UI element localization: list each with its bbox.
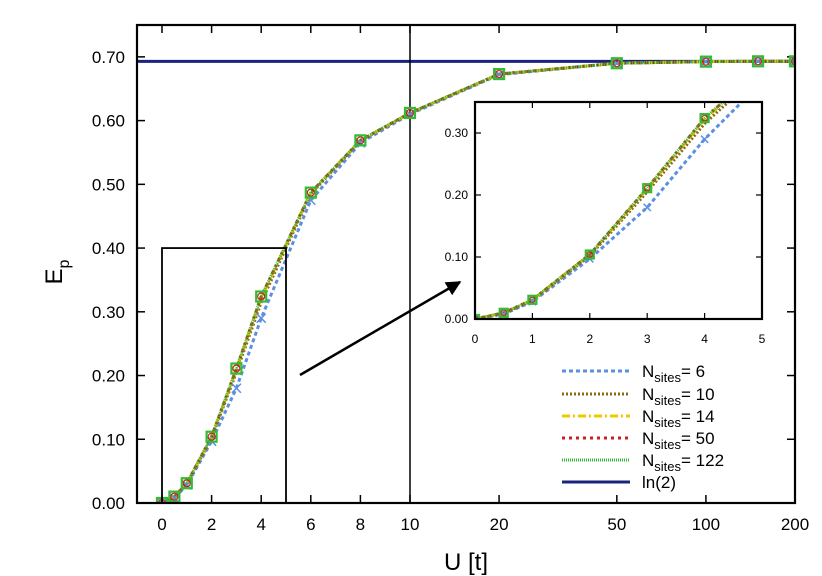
inset-y-tick-label: 0.00	[445, 312, 469, 326]
inset-series-line-0	[475, 102, 744, 319]
x-axis-title: U [t]	[444, 549, 488, 576]
data-point	[788, 55, 795, 68]
x-tick-label: 50	[607, 515, 626, 534]
inset-background	[475, 102, 762, 319]
data-point	[494, 69, 504, 79]
inset-plot-area	[475, 102, 744, 319]
data-point	[405, 108, 415, 118]
data-point	[610, 57, 623, 70]
data-point	[701, 57, 711, 66]
data-point	[612, 59, 621, 68]
data-point	[356, 136, 365, 145]
data-point	[700, 56, 711, 67]
data-point	[498, 307, 509, 318]
main-plot-frame	[135, 23, 797, 505]
inset-frame	[473, 100, 764, 321]
data-point	[354, 134, 367, 147]
data-point	[168, 490, 181, 503]
data-point	[170, 492, 179, 501]
data-point	[231, 383, 242, 394]
y-axis-title: Ep	[41, 259, 73, 284]
x-tick-label: 200	[781, 515, 809, 534]
inset-y-tick-label: 0.30	[445, 126, 469, 140]
data-point	[230, 362, 243, 375]
inset-x-tick-label: 5	[759, 332, 766, 346]
data-point	[789, 56, 795, 67]
data-point	[492, 67, 506, 81]
x-tick-label: 100	[692, 515, 720, 534]
data-point	[304, 186, 317, 199]
data-point	[753, 57, 763, 66]
y-tick-label: 0.60	[92, 112, 125, 131]
y-tick-label: 0.50	[92, 175, 125, 194]
data-point	[751, 55, 765, 68]
data-point	[529, 296, 536, 304]
data-point	[256, 313, 267, 324]
data-point	[156, 497, 168, 503]
x-tick-label: 6	[306, 515, 315, 534]
inset-y-tick-label: 0.10	[445, 250, 469, 264]
y-tick-label: 0.40	[92, 239, 125, 258]
legend-label-1: Nsites= 10	[642, 385, 715, 408]
data-point	[643, 203, 652, 212]
data-point	[500, 309, 508, 317]
y-tick-label: 0.30	[92, 303, 125, 322]
inset-y-tick-label: 0.20	[445, 188, 469, 202]
data-point	[403, 106, 417, 120]
legend-label-3: Nsites= 50	[642, 429, 715, 452]
data-point	[257, 292, 266, 301]
data-point	[752, 56, 764, 67]
data-point	[700, 135, 709, 144]
main-plot-area	[137, 25, 795, 503]
main-series-line-0	[161, 59, 795, 503]
zoom-region-box	[161, 247, 287, 503]
data-point	[643, 184, 651, 192]
legend-label-4: Nsites= 122	[642, 451, 724, 474]
x-tick-label: 4	[256, 515, 265, 534]
data-point	[642, 183, 653, 194]
data-point	[790, 57, 795, 66]
x-tick-label: 10	[401, 515, 420, 534]
data-point	[205, 430, 218, 443]
legend-label-0: Nsites= 6	[642, 362, 705, 385]
data-point	[207, 432, 216, 441]
y-tick-label: 0.20	[92, 367, 125, 386]
x-tick-label: 0	[157, 515, 166, 534]
data-point	[182, 479, 191, 488]
legend-label-2: Nsites= 14	[642, 407, 715, 430]
y-tick-label: 0.00	[92, 494, 125, 513]
data-point	[699, 113, 710, 124]
inset-x-tick-label: 3	[644, 332, 651, 346]
data-point	[584, 249, 595, 260]
data-point	[701, 114, 708, 122]
data-point	[180, 477, 193, 490]
inset-x-tick-label: 4	[701, 332, 708, 346]
data-point	[527, 294, 538, 305]
legend-label-ln2: ln(2)	[642, 473, 676, 492]
data-point	[699, 55, 713, 68]
data-point	[232, 364, 241, 373]
data-point	[611, 58, 622, 69]
inset-x-tick-label: 0	[472, 332, 479, 346]
inset-x-tick-label: 2	[586, 332, 593, 346]
main-series-line-4	[161, 59, 795, 503]
y-tick-label: 0.70	[92, 48, 125, 67]
data-point	[586, 251, 594, 258]
x-tick-label: 8	[356, 515, 365, 534]
y-tick-label: 0.10	[92, 430, 125, 449]
x-tick-label: 2	[207, 515, 216, 534]
inset-x-tick-label: 1	[529, 332, 536, 346]
zoom-arrow	[299, 280, 462, 377]
data-point	[306, 188, 315, 197]
x-tick-label: 20	[490, 515, 509, 534]
data-point	[255, 290, 268, 303]
